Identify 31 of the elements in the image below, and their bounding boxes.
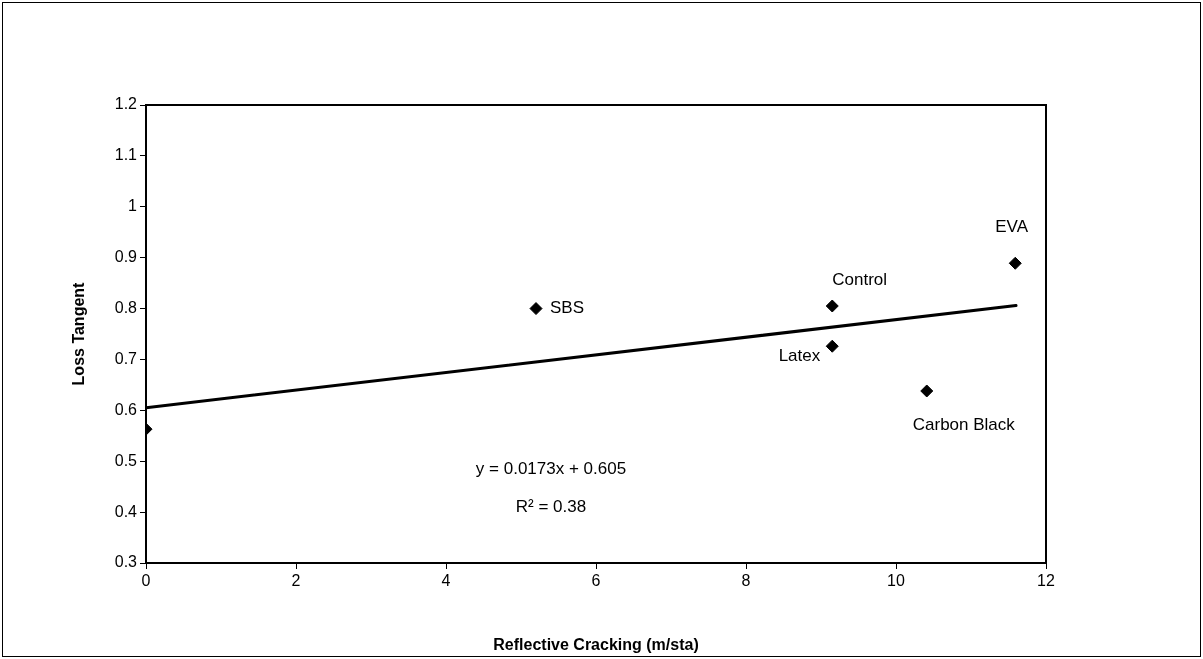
y-axis-title: Loss Tangent: [70, 281, 88, 386]
y-tick-label: 0.6: [114, 400, 138, 418]
point: [825, 299, 839, 313]
x-tick-label: 8: [741, 572, 751, 590]
x-tick-label: 6: [591, 572, 601, 590]
annotation: SBS: [550, 298, 585, 318]
point: [1008, 256, 1022, 270]
y-tick-label: 0.7: [114, 349, 138, 367]
x-axis-title: Reflective Cracking (m/sta): [493, 635, 699, 653]
y-tick-label: 0.9: [114, 248, 138, 266]
point: [825, 339, 839, 353]
x-tick-label: 10: [887, 572, 905, 590]
annotation: R² = 0.38: [515, 496, 587, 516]
x-tick-label: 12: [1037, 572, 1055, 590]
y-tick-label: 0.4: [114, 502, 138, 520]
annotation: EVA: [995, 216, 1029, 236]
y-tick-label: 1.2: [114, 95, 138, 113]
annotation: y = 0.0173x + 0.605: [475, 458, 627, 478]
x-tick-label: 0: [141, 572, 151, 590]
annotation: Carbon Black: [912, 414, 1016, 434]
point: [529, 302, 543, 316]
x-tick-label: 2: [291, 572, 301, 590]
point: [920, 384, 934, 398]
annotation: Latex: [778, 345, 821, 365]
y-tick-label: 0.5: [114, 451, 138, 469]
annotation: Control: [832, 269, 888, 289]
y-tick-label: 0.8: [114, 298, 138, 316]
x-tick-label: 4: [441, 572, 451, 590]
y-tick-label: 1: [128, 197, 138, 215]
y-tick-label: 1.1: [114, 146, 138, 164]
y-tick-label: 0.3: [114, 553, 138, 571]
